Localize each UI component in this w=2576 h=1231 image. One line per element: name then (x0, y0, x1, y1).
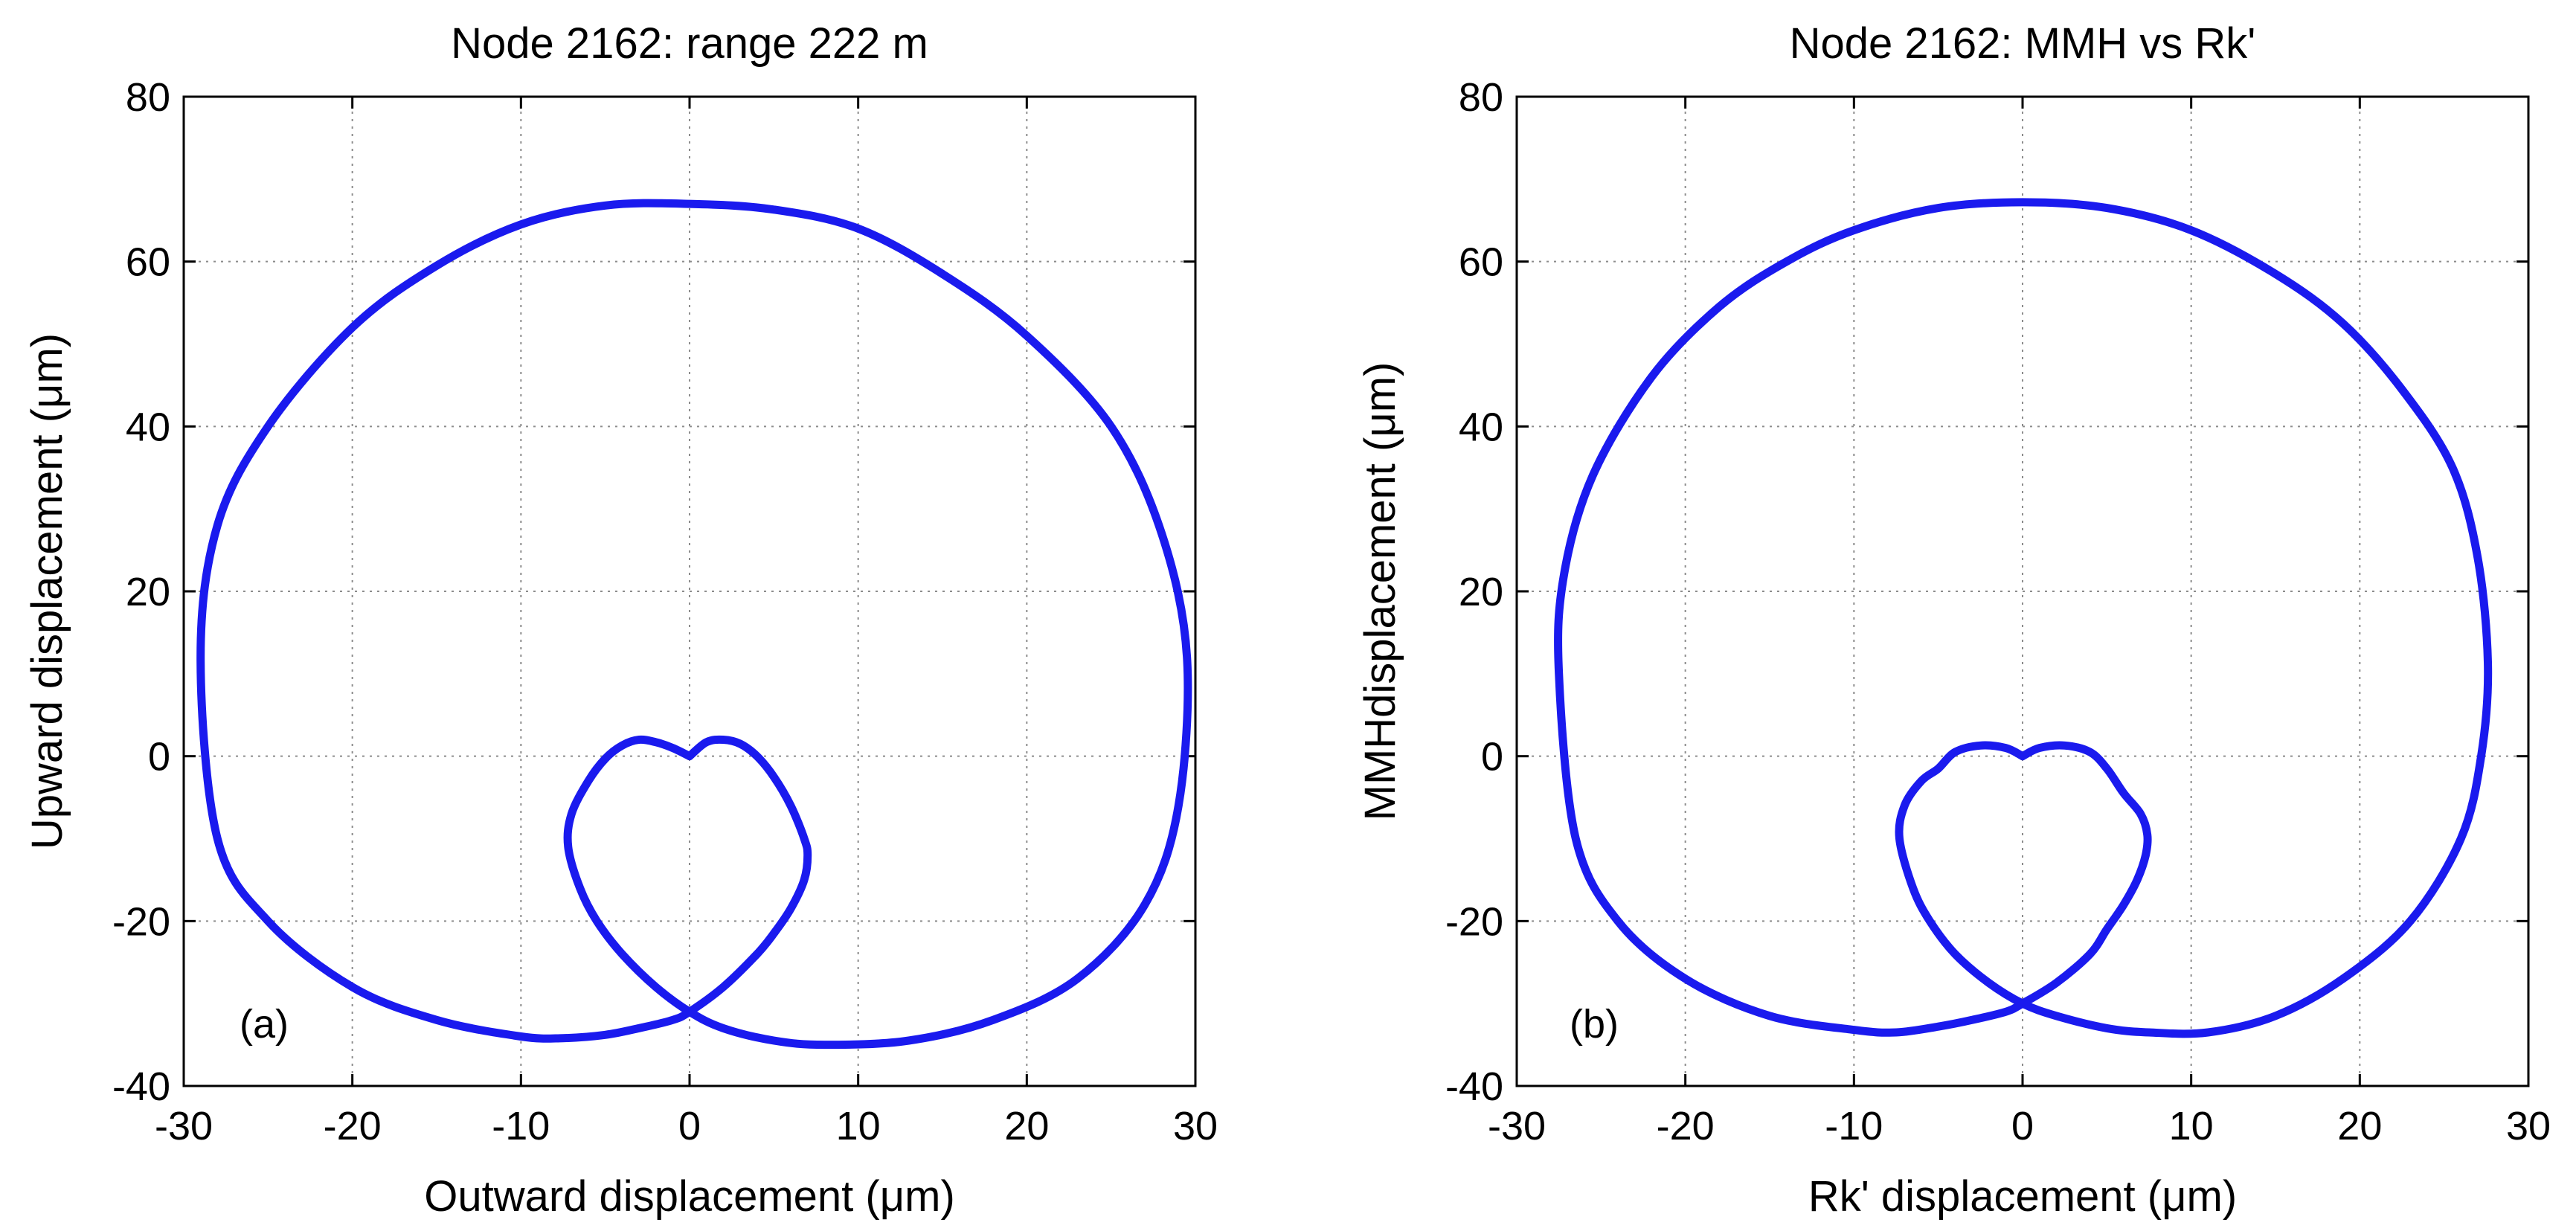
panel-a-grid (184, 97, 1195, 1086)
panel-a-y-tick-label: 40 (126, 405, 170, 449)
panel-a-x-tick-label: 20 (1004, 1104, 1049, 1148)
panel-b-y-tick-label: 80 (1459, 75, 1503, 120)
panel-b-y-tick-label: -20 (1445, 899, 1503, 944)
panel-b-x-tick-label: 0 (2011, 1104, 2034, 1148)
panel-a-y-tick-label: -20 (112, 899, 170, 944)
panel-b-x-tick-label: -30 (1488, 1104, 1546, 1148)
panel-b-series-line (1554, 198, 2493, 1038)
panel-a-x-tick-label: -10 (492, 1104, 550, 1148)
panel-a-y-axis-label: Upward displacement (μm) (23, 333, 71, 849)
panel-a-title: Node 2162: range 222 m (451, 19, 928, 68)
panel-a-x-axis-label: Outward displacement (μm) (424, 1172, 955, 1221)
panel-b-label: (b) (1570, 1002, 1619, 1047)
panel-b-x-tick-label: 20 (2337, 1104, 2382, 1148)
panel-a-y-tick-label: 60 (126, 240, 170, 285)
panel-b-y-tick-label: 0 (1481, 735, 1503, 780)
panel-b-grid (1517, 97, 2528, 1086)
panel-b-x-tick-label: 10 (2169, 1104, 2214, 1148)
panel-b: -30 -20 -10 0 10 20 30 -40 -20 0 20 40 60 80 Node 216… (1356, 19, 2551, 1221)
panel-a-y-tick-label: 0 (148, 735, 170, 780)
panel-a-label: (a) (240, 1002, 289, 1047)
panel-a-x-tick-label: -30 (155, 1104, 213, 1148)
panel-b-x-tick-label: 30 (2506, 1104, 2551, 1148)
panel-a-x-tick-label: 10 (836, 1104, 881, 1148)
panel-b-y-axis-label: MMHdisplacement (μm) (1356, 362, 1404, 821)
panel-b-title: Node 2162: MMH vs Rk' (1790, 19, 2256, 68)
panel-a-x-tick-label: 0 (678, 1104, 701, 1148)
panel-b-y-tick-label: -40 (1445, 1064, 1503, 1109)
panel-a-x-tick-label: 30 (1173, 1104, 1218, 1148)
panel-a-y-tick-label: 80 (126, 75, 170, 120)
panel-a-ticks: -30 -20 -10 0 10 20 30 -40 -20 0 20 40 60 80 (112, 75, 1218, 1148)
panel-a-x-tick-label: -20 (324, 1104, 382, 1148)
panel-b-y-tick-label: 20 (1459, 570, 1503, 614)
panel-b-x-axis-label: Rk' displacement (μm) (1808, 1172, 2237, 1221)
panel-b-x-tick-label: -20 (1657, 1104, 1715, 1148)
panel-a: -30 -20 -10 0 10 20 30 -40 -20 0 20 40 60 80 Node 216… (23, 19, 1218, 1221)
panel-a-y-tick-label: -40 (112, 1064, 170, 1109)
panel-b-y-tick-label: 60 (1459, 240, 1503, 285)
panel-b-y-tick-label: 40 (1459, 405, 1503, 449)
panel-a-y-tick-label: 20 (126, 570, 170, 614)
panel-b-x-tick-label: -10 (1825, 1104, 1883, 1148)
panel-b-ticks: -30 -20 -10 0 10 20 30 -40 -20 0 20 40 60 80 (1445, 75, 2551, 1148)
panel-a-series-line (196, 199, 1192, 1050)
